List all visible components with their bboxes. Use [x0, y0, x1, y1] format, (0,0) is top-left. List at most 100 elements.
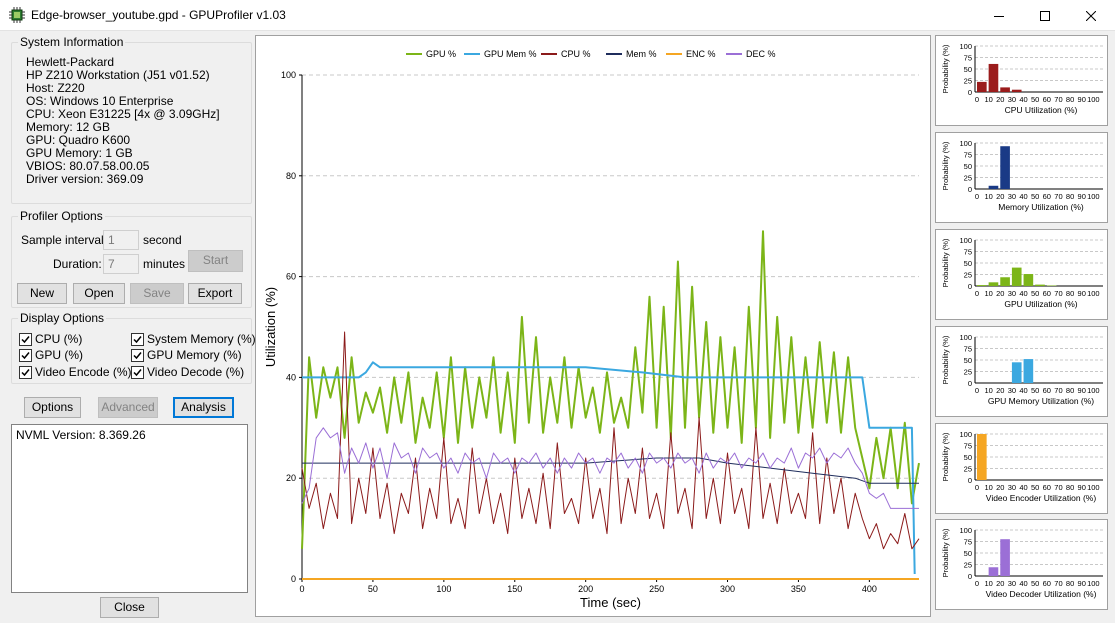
histogram-bar [977, 81, 987, 92]
x-tick-label: 20 [996, 579, 1004, 588]
new-button[interactable]: New [17, 283, 67, 304]
y-tick-label: 25 [964, 271, 972, 280]
x-tick-label: 200 [578, 584, 593, 594]
x-tick-label: 50 [1031, 289, 1039, 298]
system-information-group: System Information [11, 35, 252, 204]
x-tick-label: 70 [1054, 386, 1062, 395]
sample-interval-unit: second [143, 233, 182, 247]
utilization-line-chart: 0 20 40 60 80 100 0 50 100 150 200 250 300 350 400 Time… [263, 49, 920, 610]
log-textbox[interactable]: NVML Version: 8.369.26 [11, 424, 248, 593]
display-option-checkbox[interactable]: GPU Memory (%) [131, 347, 242, 363]
video-decoder-histogram-panel: 0 25 50 75 100 0 10 20 30 40 50 60 70 80 90 100 Video De… [935, 519, 1108, 610]
video-encoder-histogram-panel: 0 25 50 75 100 0 10 20 30 40 50 60 70 80 90 100 Video En… [935, 423, 1108, 514]
system-info-line: GPU Memory: 1 GB [26, 146, 133, 160]
open-button[interactable]: Open [73, 283, 125, 304]
x-tick-label: 40 [1019, 192, 1027, 201]
y-tick-label: 50 [964, 549, 972, 558]
histogram-bar [1023, 274, 1034, 286]
legend-label: CPU % [561, 49, 591, 59]
x-tick-label: 60 [1043, 192, 1051, 201]
histogram-y-label: Probability (%) [941, 44, 950, 93]
save-button[interactable]: Save [130, 283, 184, 304]
x-tick-label: 20 [996, 192, 1004, 201]
maximize-button[interactable] [1022, 0, 1068, 31]
x-tick-label: 100 [1087, 192, 1100, 201]
series-line [301, 427, 919, 509]
system-info-line: Memory: 12 GB [26, 120, 111, 134]
system-info-line: VBIOS: 80.07.58.00.05 [26, 159, 150, 173]
histogram-x-label: GPU Utilization (%) [1004, 299, 1077, 309]
close-button[interactable]: Close [100, 597, 159, 618]
x-tick-label: 50 [1031, 192, 1039, 201]
display-option-checkbox[interactable]: Video Decode (%) [131, 364, 244, 380]
display-option-checkbox[interactable]: GPU (%) [19, 347, 83, 363]
series-line [302, 457, 919, 484]
duration-input[interactable]: 7 [103, 254, 139, 274]
legend-item: DEC % [726, 49, 776, 59]
x-tick-label: 0 [975, 95, 979, 104]
x-tick-label: 70 [1054, 579, 1062, 588]
histogram-y-label: Probability (%) [941, 432, 950, 481]
display-option-checkbox[interactable]: CPU (%) [19, 331, 82, 347]
x-tick-label: 60 [1043, 95, 1051, 104]
y-tick-label: 25 [964, 465, 972, 474]
x-tick-label: 60 [1043, 483, 1051, 492]
y-tick-label: 50 [964, 356, 972, 365]
y-tick-label: 0 [291, 574, 296, 584]
x-tick-label: 60 [1043, 289, 1051, 298]
x-tick-label: 40 [1019, 579, 1027, 588]
histogram-bar [988, 282, 999, 286]
x-tick-label: 60 [1043, 579, 1051, 588]
display-options-group: Display Options [11, 311, 252, 384]
legend-label: GPU Mem % [484, 49, 537, 59]
start-button[interactable]: Start [188, 250, 243, 272]
display-option-label: Video Decode (%) [147, 365, 245, 379]
histogram-bar [1011, 89, 1022, 92]
x-tick-label: 0 [975, 289, 979, 298]
x-tick-label: 100 [1087, 483, 1100, 492]
histogram-y-label: Probability (%) [941, 238, 950, 287]
close-window-button[interactable] [1068, 0, 1114, 31]
analysis-button[interactable]: Analysis [173, 397, 234, 418]
x-tick-label: 30 [1008, 289, 1016, 298]
legend-label: ENC % [686, 49, 716, 59]
y-tick-label: 25 [964, 77, 972, 86]
display-option-checkbox[interactable]: Video Encode (%) [19, 364, 132, 380]
sample-interval-input[interactable]: 1 [103, 230, 139, 250]
y-tick-label: 0 [968, 379, 972, 388]
display-option-checkbox[interactable]: System Memory (%) [131, 331, 256, 347]
nvml-version-text: NVML Version: 8.369.26 [16, 428, 146, 442]
x-tick-label: 0 [975, 386, 979, 395]
utilization-chart-panel: 0 20 40 60 80 100 0 50 100 150 200 250 300 350 400 Time… [255, 35, 931, 617]
display-option-label: GPU Memory (%) [147, 348, 242, 362]
histogram-x-label: Memory Utilization (%) [998, 202, 1084, 212]
y-tick-label: 25 [964, 174, 972, 183]
maximize-icon [1040, 10, 1050, 21]
x-tick-label: 0 [975, 483, 979, 492]
minimize-button[interactable] [976, 0, 1022, 31]
x-tick-label: 10 [984, 386, 992, 395]
x-tick-label: 90 [1078, 386, 1086, 395]
x-tick-label: 100 [1087, 95, 1100, 104]
options-button[interactable]: Options [24, 397, 81, 418]
export-button[interactable]: Export [188, 283, 242, 304]
y-tick-label: 60 [286, 272, 296, 282]
y-tick-label: 25 [964, 561, 972, 570]
x-tick-label: 20 [996, 289, 1004, 298]
histogram-y-label: Probability (%) [941, 141, 950, 190]
series-line [301, 331, 920, 550]
gpu-memory-histogram-panel: 0 25 50 75 100 0 10 20 30 40 50 60 70 80 90 100 GPU Memo… [935, 326, 1108, 417]
x-tick-label: 300 [720, 584, 735, 594]
x-tick-label: 20 [996, 483, 1004, 492]
x-tick-label: 350 [791, 584, 806, 594]
system-info-line: HP Z210 Workstation (J51 v01.52) [26, 68, 210, 82]
x-tick-label: 40 [1019, 386, 1027, 395]
y-tick-label: 50 [964, 259, 972, 268]
histogram-bar [1000, 146, 1010, 189]
display-option-label: System Memory (%) [147, 332, 256, 346]
histogram-bar [988, 63, 999, 92]
advanced-button[interactable]: Advanced [98, 397, 158, 418]
histogram-bar [1000, 87, 1010, 92]
checkbox-icon [131, 332, 144, 346]
histogram-bar [1023, 359, 1034, 383]
